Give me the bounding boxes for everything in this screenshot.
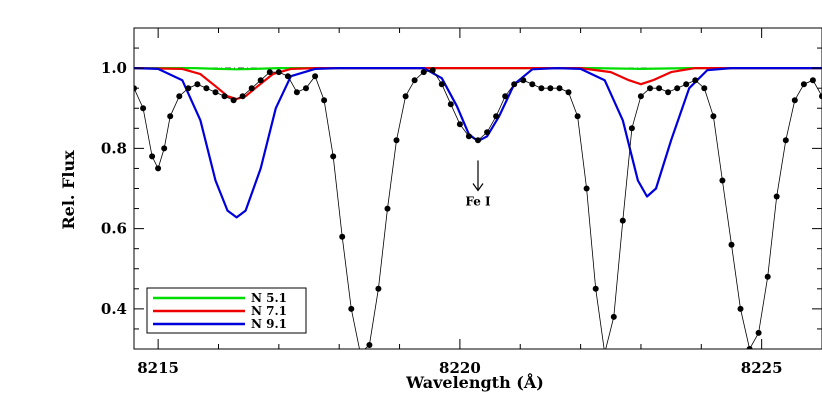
observed-point (456, 121, 463, 128)
observed-point (610, 313, 617, 320)
observed-point (429, 67, 436, 74)
observed-point (710, 113, 717, 120)
observed-point (293, 89, 300, 96)
legend-label-n71: N 7.1 (251, 304, 287, 318)
y-tick-label: 0.6 (101, 220, 127, 238)
observed-point (266, 69, 273, 76)
observed-point (800, 81, 807, 88)
series-line-n-7-1 (134, 66, 822, 101)
observed-point (447, 101, 454, 108)
observed-point (683, 81, 690, 88)
observed-point (375, 285, 382, 292)
observed-point (366, 342, 373, 348)
observed-point (574, 113, 581, 120)
observed-point (203, 85, 210, 92)
fe-arrow-head (472, 183, 484, 192)
observed-point (665, 89, 672, 96)
observed-point (637, 93, 644, 100)
legend-label-n91: N 9.1 (251, 317, 287, 331)
observed-point (493, 113, 500, 120)
observed-point (257, 77, 264, 84)
observed-point (782, 137, 789, 144)
observed-point (339, 233, 346, 240)
observed-point (475, 137, 481, 144)
observed-point (746, 346, 753, 349)
observed-point (692, 77, 699, 84)
observed-point (737, 305, 744, 312)
observed-point (791, 97, 798, 104)
y-axis: 0.4 0.6 0.8 1.0 (101, 27, 822, 350)
y-axis-title: Rel. Flux (59, 150, 78, 230)
observed-point (556, 85, 563, 92)
x-tick-label: 8220 (439, 359, 481, 377)
y-tick-label: 0.8 (101, 139, 127, 157)
observed-point (284, 73, 291, 80)
fe-annotation: Fe I (465, 160, 491, 209)
observed-point (764, 273, 771, 280)
observed-point (565, 89, 572, 96)
legend: N 5.1 N 7.1 N 9.1 (146, 287, 307, 334)
observed-point (602, 350, 608, 356)
observed-point (465, 133, 472, 140)
observed-point (755, 329, 762, 336)
observed-point (719, 177, 726, 184)
observed-point (547, 85, 554, 92)
observed-point (438, 81, 445, 88)
observed-point (538, 85, 545, 92)
observed-point (411, 77, 418, 84)
observed-point (484, 129, 491, 136)
observed-point (194, 81, 201, 88)
observed-point (420, 69, 427, 76)
observed-point (155, 165, 162, 172)
observed-point (583, 185, 590, 192)
observed-point (520, 77, 527, 84)
observed-point (511, 81, 518, 88)
observed-point (592, 285, 599, 292)
observed-point (140, 105, 147, 112)
observed-point (656, 85, 663, 92)
observed-point (149, 153, 156, 160)
observed-point (248, 85, 255, 92)
observed-point (303, 85, 309, 92)
observed-point (619, 217, 626, 224)
legend-label-n51: N 5.1 (251, 291, 287, 305)
y-tick-label: 0.4 (101, 300, 127, 318)
observed-point (239, 93, 246, 100)
y-tick-label: 1.0 (101, 59, 127, 77)
observed-point (701, 85, 708, 92)
observed-point (809, 77, 816, 84)
observed-point (212, 89, 219, 96)
observed-point (393, 137, 400, 144)
observed-point (275, 69, 282, 76)
observed-point (230, 97, 237, 104)
series-layer (134, 66, 822, 356)
observed-point (185, 85, 192, 92)
x-tick-label: 8215 (137, 359, 179, 377)
observed-point (628, 125, 635, 132)
observed-point (773, 193, 780, 200)
observed-point (167, 113, 174, 120)
series-line-n-9-1 (134, 66, 822, 219)
x-axis-title: Wavelength (Å) (405, 371, 544, 392)
observed-point (819, 93, 822, 100)
observed-point (384, 205, 391, 212)
observed-point (728, 241, 735, 248)
observed-point (321, 97, 328, 104)
observed-point (402, 93, 409, 100)
observed-point (348, 305, 355, 312)
observed-point (330, 153, 337, 160)
observed-point (221, 93, 228, 100)
x-axis: 8215 8220 8225 (137, 28, 822, 377)
observed-point (161, 145, 168, 152)
x-tick-label: 8225 (741, 359, 783, 377)
fe-label: Fe I (465, 195, 491, 209)
observed-point (647, 85, 653, 92)
observed-point (529, 81, 536, 88)
observed-point (357, 350, 363, 356)
observed-point (674, 85, 681, 92)
observed-point (312, 73, 319, 80)
observed-point (176, 93, 183, 100)
observed-point (502, 93, 509, 100)
